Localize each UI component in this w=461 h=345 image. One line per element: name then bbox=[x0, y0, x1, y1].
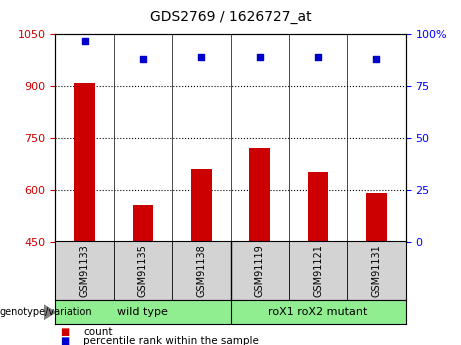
Text: ■: ■ bbox=[60, 327, 69, 337]
Text: roX1 roX2 mutant: roX1 roX2 mutant bbox=[268, 307, 368, 317]
Text: ■: ■ bbox=[60, 336, 69, 345]
Text: GSM91131: GSM91131 bbox=[372, 245, 382, 297]
Text: GDS2769 / 1626727_at: GDS2769 / 1626727_at bbox=[150, 10, 311, 24]
Point bbox=[314, 55, 322, 60]
Point bbox=[81, 38, 88, 43]
Bar bbox=[308, 172, 328, 242]
Point bbox=[373, 57, 380, 62]
Text: genotype/variation: genotype/variation bbox=[0, 307, 93, 317]
Text: GSM91121: GSM91121 bbox=[313, 244, 323, 297]
Text: count: count bbox=[83, 327, 112, 337]
Text: percentile rank within the sample: percentile rank within the sample bbox=[83, 336, 259, 345]
Point bbox=[198, 55, 205, 60]
Bar bbox=[74, 83, 95, 242]
Bar bbox=[133, 205, 153, 241]
Text: GSM91138: GSM91138 bbox=[196, 245, 207, 297]
Point bbox=[139, 57, 147, 62]
Text: GSM91133: GSM91133 bbox=[79, 245, 89, 297]
Point bbox=[256, 55, 263, 60]
Text: GSM91135: GSM91135 bbox=[138, 244, 148, 297]
Bar bbox=[366, 193, 387, 242]
Bar bbox=[191, 169, 212, 241]
Bar bbox=[249, 148, 270, 242]
Polygon shape bbox=[44, 305, 55, 319]
Text: GSM91119: GSM91119 bbox=[254, 245, 265, 297]
Text: wild type: wild type bbox=[118, 307, 168, 317]
